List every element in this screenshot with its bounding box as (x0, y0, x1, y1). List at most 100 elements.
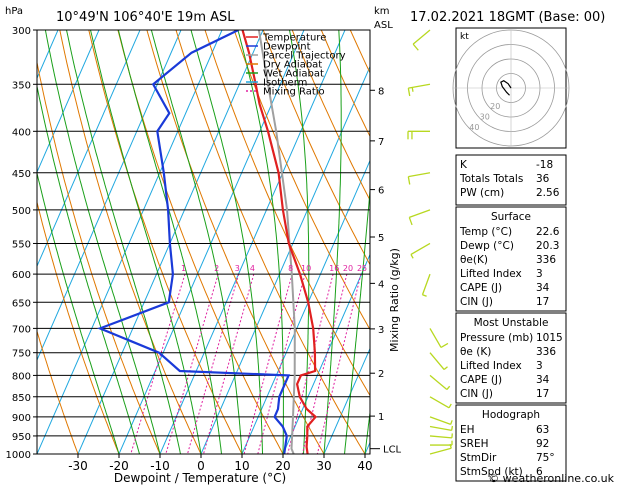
table-block (455, 206, 567, 312)
table-row-label: StmDir (460, 452, 497, 464)
wind-barb (429, 396, 452, 409)
mixing-ratio-label: 8 (288, 264, 293, 273)
pressure-tick-label: 500 (12, 206, 31, 217)
wind-barb-flag (451, 425, 454, 431)
km-tick-label: 5 (378, 233, 384, 244)
dry-adiabat-line (612, 30, 629, 454)
dry-adiabat-line (291, 30, 370, 202)
table-row-label: θe(K) (460, 254, 488, 266)
wind-barb-staff (408, 83, 431, 89)
table-block-title: Most Unstable (474, 317, 549, 329)
table-row-value: 63 (536, 424, 549, 436)
wind-barbs (407, 29, 454, 455)
mixing-ratio-axis-title: Mixing Ratio (g/kg) (388, 248, 401, 352)
table-row-label: PW (cm) (460, 187, 504, 199)
table-row-value: 17 (536, 296, 549, 308)
table-row-value: 3 (536, 268, 543, 280)
wet-adiabat-line (44, 30, 161, 454)
lcl-label: LCL (383, 445, 402, 456)
wind-barb (429, 374, 451, 391)
wind-barb-flag (422, 294, 427, 297)
mixing-ratio-labels: 1 2 3 4 8 10 16 20 25 (181, 264, 367, 273)
mixing-ratio-label: 16 (329, 264, 339, 273)
km-tick-label: 6 (378, 186, 384, 197)
temperature-tick-label: 20 (275, 459, 290, 473)
wind-barb (412, 29, 431, 51)
wind-barb (407, 130, 430, 140)
table-row-value: 22.6 (536, 226, 560, 238)
wind-barb-staff (408, 172, 431, 178)
table-block (455, 404, 567, 482)
table-row-label: Lifted Index (460, 360, 522, 372)
legend-label: Dry Adiabat (263, 60, 322, 71)
table-row-value: 6 (536, 466, 543, 478)
isotherm-line (241, 159, 370, 454)
pressure-tick-label: 400 (12, 127, 31, 138)
wind-barb-flag (407, 87, 411, 97)
wind-barb (429, 352, 448, 371)
x-axis-title: Dewpoint / Temperature (°C) (114, 471, 286, 485)
isotherm-line (200, 65, 370, 454)
km-tick-label: 4 (378, 279, 384, 290)
wind-barb-flag (412, 43, 419, 51)
legend-label: Isotherm (263, 78, 307, 89)
pressure-tick-label: 900 (12, 413, 31, 424)
wind-barb (407, 172, 431, 185)
table-row-label: K (460, 159, 468, 171)
temperature-tick-label: 0 (197, 459, 205, 473)
km-axis: 8 7 6 5 4 3 2 1 LCL (370, 86, 402, 456)
wind-barb-staff (429, 425, 452, 432)
table-row-label: Lifted Index (460, 268, 522, 280)
pressure-tick-label: 650 (12, 298, 31, 309)
hodograph-ring-label: 30 (480, 112, 490, 121)
table-row-label: Temp (°C) (459, 226, 512, 238)
wind-barb-staff (412, 29, 431, 45)
pressure-tick-label: 600 (12, 270, 31, 281)
temperature-tick-label: -20 (109, 459, 129, 473)
copyright-text: © weatheronline.co.uk (488, 472, 614, 485)
table-row-label: StmSpd (kt) (460, 466, 523, 478)
table-row-label: θe (K) (460, 346, 491, 358)
table-block (455, 154, 567, 206)
temperature-tick-label: -30 (68, 459, 88, 473)
wind-barb-staff (429, 374, 448, 391)
temperature-tick-label: 40 (357, 459, 372, 473)
wet-adiabat-line (66, 30, 181, 454)
wind-barb-staff (429, 447, 452, 455)
location-title: 10°49'N 106°40'E 19m ASL (56, 10, 235, 25)
wind-barb (429, 328, 449, 349)
pressure-axis: 300 350 400 450 500 550 600 650 700 750 800 850 900 9… (6, 26, 37, 461)
temperature-tick-label: -10 (150, 459, 170, 473)
table-row-label: Totals Totals (459, 173, 523, 185)
wind-barb-flag (440, 342, 449, 349)
legend-label: Parcel Trajectory (263, 51, 346, 62)
wet-adiabat-line (323, 30, 342, 454)
wet-adiabat-line (364, 408, 370, 454)
wind-barb-flag (450, 420, 453, 425)
km-unit-label: km (374, 6, 390, 17)
table-row-value: -18 (536, 159, 553, 171)
table-row-value: 3 (536, 360, 543, 372)
pressure-tick-label: 850 (12, 393, 31, 404)
isotherm-line (37, 30, 223, 454)
wind-barb-staff (410, 242, 431, 256)
pressure-tick-label: 1000 (6, 450, 31, 461)
table-row-value: 336 (536, 346, 556, 358)
table-row-value: 36 (536, 173, 550, 185)
pressure-tick-label: 800 (12, 371, 31, 382)
pressure-tick-label: 350 (12, 80, 31, 91)
table-row-label: EH (460, 424, 475, 436)
table-block-title: Hodograph (482, 409, 540, 421)
table-row-label: SREH (460, 438, 489, 450)
wind-barb (429, 433, 453, 439)
dry-adiabat-line (262, 30, 370, 266)
km-tick-label: 3 (378, 325, 384, 336)
wind-barb-staff (429, 435, 452, 439)
wind-barb (410, 242, 431, 259)
wind-barb (429, 416, 453, 426)
pressure-tick-label: 750 (12, 349, 31, 360)
parcel-trajectory-line (257, 30, 296, 454)
